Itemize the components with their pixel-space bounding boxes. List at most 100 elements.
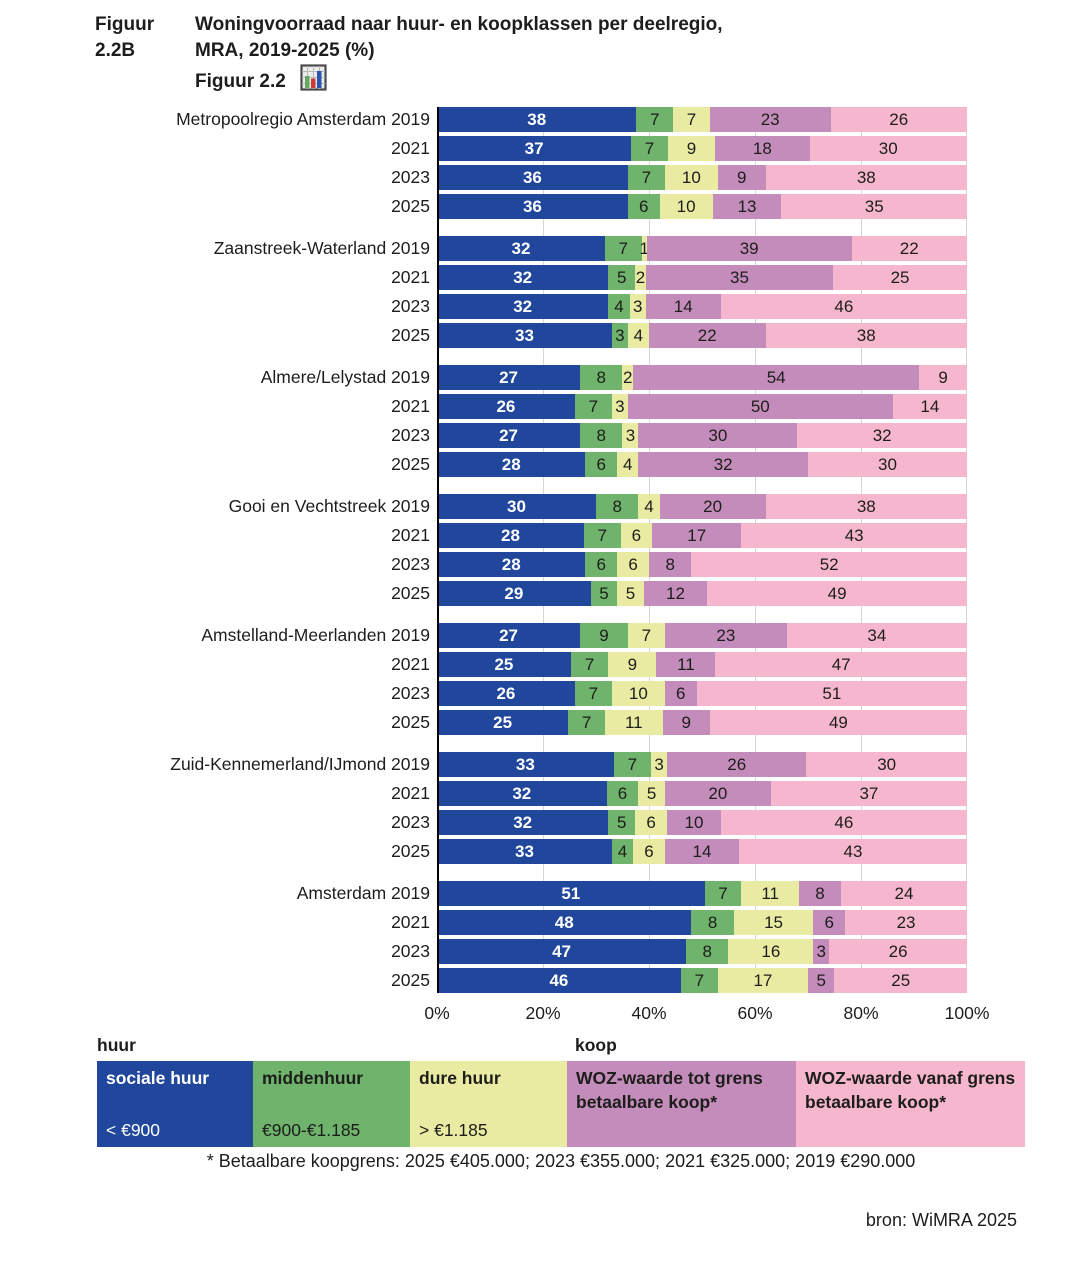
segment-value: 5 xyxy=(599,583,609,603)
region-group: Amstelland-Meerlanden 2019 27 9 7 23 34 2021 25… xyxy=(97,623,967,735)
stacked-bar: 33 7 3 26 30 xyxy=(437,752,967,777)
segment-sociale-huur: 29 xyxy=(437,581,591,606)
year-label: 2021 xyxy=(391,267,430,287)
segment-dure-huur: 3 xyxy=(651,752,668,777)
segment-value: 7 xyxy=(588,396,599,416)
bar-row: Metropoolregio Amsterdam 2019 38 7 7 23 26 xyxy=(97,107,967,132)
region-group: Zaanstreek-Waterland 2019 32 7 1 39 22 2021 32 5… xyxy=(97,236,967,348)
segment-woz-vanaf-grens: 25 xyxy=(834,968,967,993)
segment-value: 7 xyxy=(588,683,599,703)
segment-value: 11 xyxy=(624,712,643,732)
stacked-bar: 26 7 10 6 51 xyxy=(437,681,967,706)
segment-sociale-huur: 25 xyxy=(437,710,569,735)
bar-row: 2023 47 8 16 3 26 xyxy=(97,939,967,964)
bar-row: 2021 28 7 6 17 43 xyxy=(97,523,967,548)
source: bron: WiMRA 2025 xyxy=(865,1210,1017,1230)
segment-value: 25 xyxy=(494,654,514,674)
segment-value: 6 xyxy=(646,812,656,832)
segment-value: 8 xyxy=(707,912,718,932)
segment-middenhuur: 8 xyxy=(596,494,639,519)
segment-sociale-huur: 36 xyxy=(437,194,628,219)
segment-woz-vanaf-grens: 30 xyxy=(807,452,967,477)
bar-row: 2021 48 8 15 6 23 xyxy=(97,910,967,935)
segment-value: 9 xyxy=(737,167,747,187)
segment-value: 5 xyxy=(616,267,627,287)
segment-middenhuur: 8 xyxy=(691,910,734,935)
segment-value: 14 xyxy=(920,396,940,416)
segment-value: 7 xyxy=(641,167,652,187)
x-tick-label: 20% xyxy=(525,1003,561,1023)
legend-name: middenhuur xyxy=(262,1068,364,1088)
bar-row: 2021 37 7 9 18 30 xyxy=(97,136,967,161)
legend-name: sociale huur xyxy=(106,1068,210,1088)
bar-row: 2025 33 3 4 22 38 xyxy=(97,323,967,348)
segment-woz-vanaf-grens: 46 xyxy=(720,810,967,835)
bar-chart-icon[interactable] xyxy=(300,64,327,99)
segment-sociale-huur: 32 xyxy=(437,781,607,806)
segment-woz-tot-grens: 8 xyxy=(799,881,842,906)
segment-woz-vanaf-grens: 26 xyxy=(830,107,967,132)
year-label: 2021 xyxy=(391,138,430,158)
segment-woz-tot-grens: 13 xyxy=(712,194,782,219)
segment-value: 10 xyxy=(681,167,701,187)
segment-value: 2 xyxy=(635,267,646,287)
segment-value: 13 xyxy=(737,196,757,216)
bar-row: 2025 46 7 17 5 25 xyxy=(97,968,967,993)
segment-value: 5 xyxy=(646,783,657,803)
y-axis-line xyxy=(437,107,439,993)
segment-woz-tot-grens: 11 xyxy=(656,652,716,677)
segment-woz-tot-grens: 8 xyxy=(648,552,692,577)
segment-woz-vanaf-grens: 30 xyxy=(809,136,967,161)
segment-value: 3 xyxy=(654,754,664,774)
segment-sociale-huur: 27 xyxy=(437,423,581,448)
segment-dure-huur: 6 xyxy=(633,839,665,864)
segment-woz-tot-grens: 23 xyxy=(664,623,787,648)
segment-middenhuur: 7 xyxy=(574,681,612,706)
segment-value: 52 xyxy=(819,554,839,574)
segment-woz-tot-grens: 14 xyxy=(664,839,740,864)
legend-item-sociale-huur: sociale huur < €900 xyxy=(97,1061,253,1147)
segment-dure-huur: 9 xyxy=(667,136,716,161)
segment-dure-huur: 10 xyxy=(659,194,713,219)
year-label: 2021 xyxy=(391,783,430,803)
year-label: 2023 xyxy=(391,425,430,445)
segment-value: 48 xyxy=(554,912,574,932)
year-label: 2025 xyxy=(391,712,430,732)
segment-dure-huur: 3 xyxy=(629,294,646,319)
title-line-1: Woningvoorraad naar huur- en koopklassen… xyxy=(195,14,723,35)
segment-value: 20 xyxy=(708,783,728,803)
segment-value: 7 xyxy=(581,712,592,732)
segment-middenhuur: 7 xyxy=(604,236,642,261)
stacked-bar: 27 8 3 30 32 xyxy=(437,423,967,448)
segment-value: 4 xyxy=(614,296,624,316)
segment-value: 38 xyxy=(856,325,876,345)
segment-value: 17 xyxy=(753,970,773,990)
segment-value: 8 xyxy=(596,425,607,445)
segment-sociale-huur: 51 xyxy=(437,881,705,906)
segment-middenhuur: 5 xyxy=(608,810,636,835)
region-year-label: Zuid-Kennemerland/IJmond 2019 xyxy=(170,754,430,774)
chart-groups: Metropoolregio Amsterdam 2019 38 7 7 23 26 202… xyxy=(97,107,967,993)
segment-value: 9 xyxy=(627,654,638,674)
stacked-bar: 33 3 4 22 38 xyxy=(437,323,967,348)
segment-sociale-huur: 32 xyxy=(437,236,605,261)
segment-value: 15 xyxy=(764,912,783,932)
legend-name: WOZ-waarde vanaf grens betaalbare koop* xyxy=(805,1068,1016,1112)
segment-middenhuur: 7 xyxy=(627,165,665,190)
segment-dure-huur: 2 xyxy=(635,265,646,290)
segment-woz-tot-grens: 9 xyxy=(717,165,766,190)
segment-value: 23 xyxy=(760,109,780,129)
segment-value: 32 xyxy=(513,812,533,832)
stacked-bar: 25 7 11 9 49 xyxy=(437,710,967,735)
legend-item-middenhuur: middenhuur €900-€1.185 xyxy=(253,1061,410,1147)
segment-woz-tot-grens: 3 xyxy=(813,939,830,964)
segment-sociale-huur: 46 xyxy=(437,968,681,993)
bar-row: 2023 26 7 10 6 51 xyxy=(97,681,967,706)
segment-value: 30 xyxy=(507,496,526,516)
legend-item-woz-tot-grens: WOZ-waarde tot grens betaalbare koop* xyxy=(567,1061,796,1147)
segment-value: 8 xyxy=(665,554,675,574)
bar-row: 2021 25 7 9 11 47 xyxy=(97,652,967,677)
stacked-bar: 47 8 16 3 26 xyxy=(437,939,967,964)
segment-dure-huur: 11 xyxy=(604,710,663,735)
figure-link-row[interactable]: Figuur 2.2 xyxy=(195,64,723,99)
